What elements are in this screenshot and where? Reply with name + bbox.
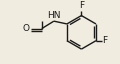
Text: HN: HN [47,11,61,20]
Text: F: F [79,1,84,10]
Text: F: F [102,36,108,45]
Text: O: O [23,24,30,33]
